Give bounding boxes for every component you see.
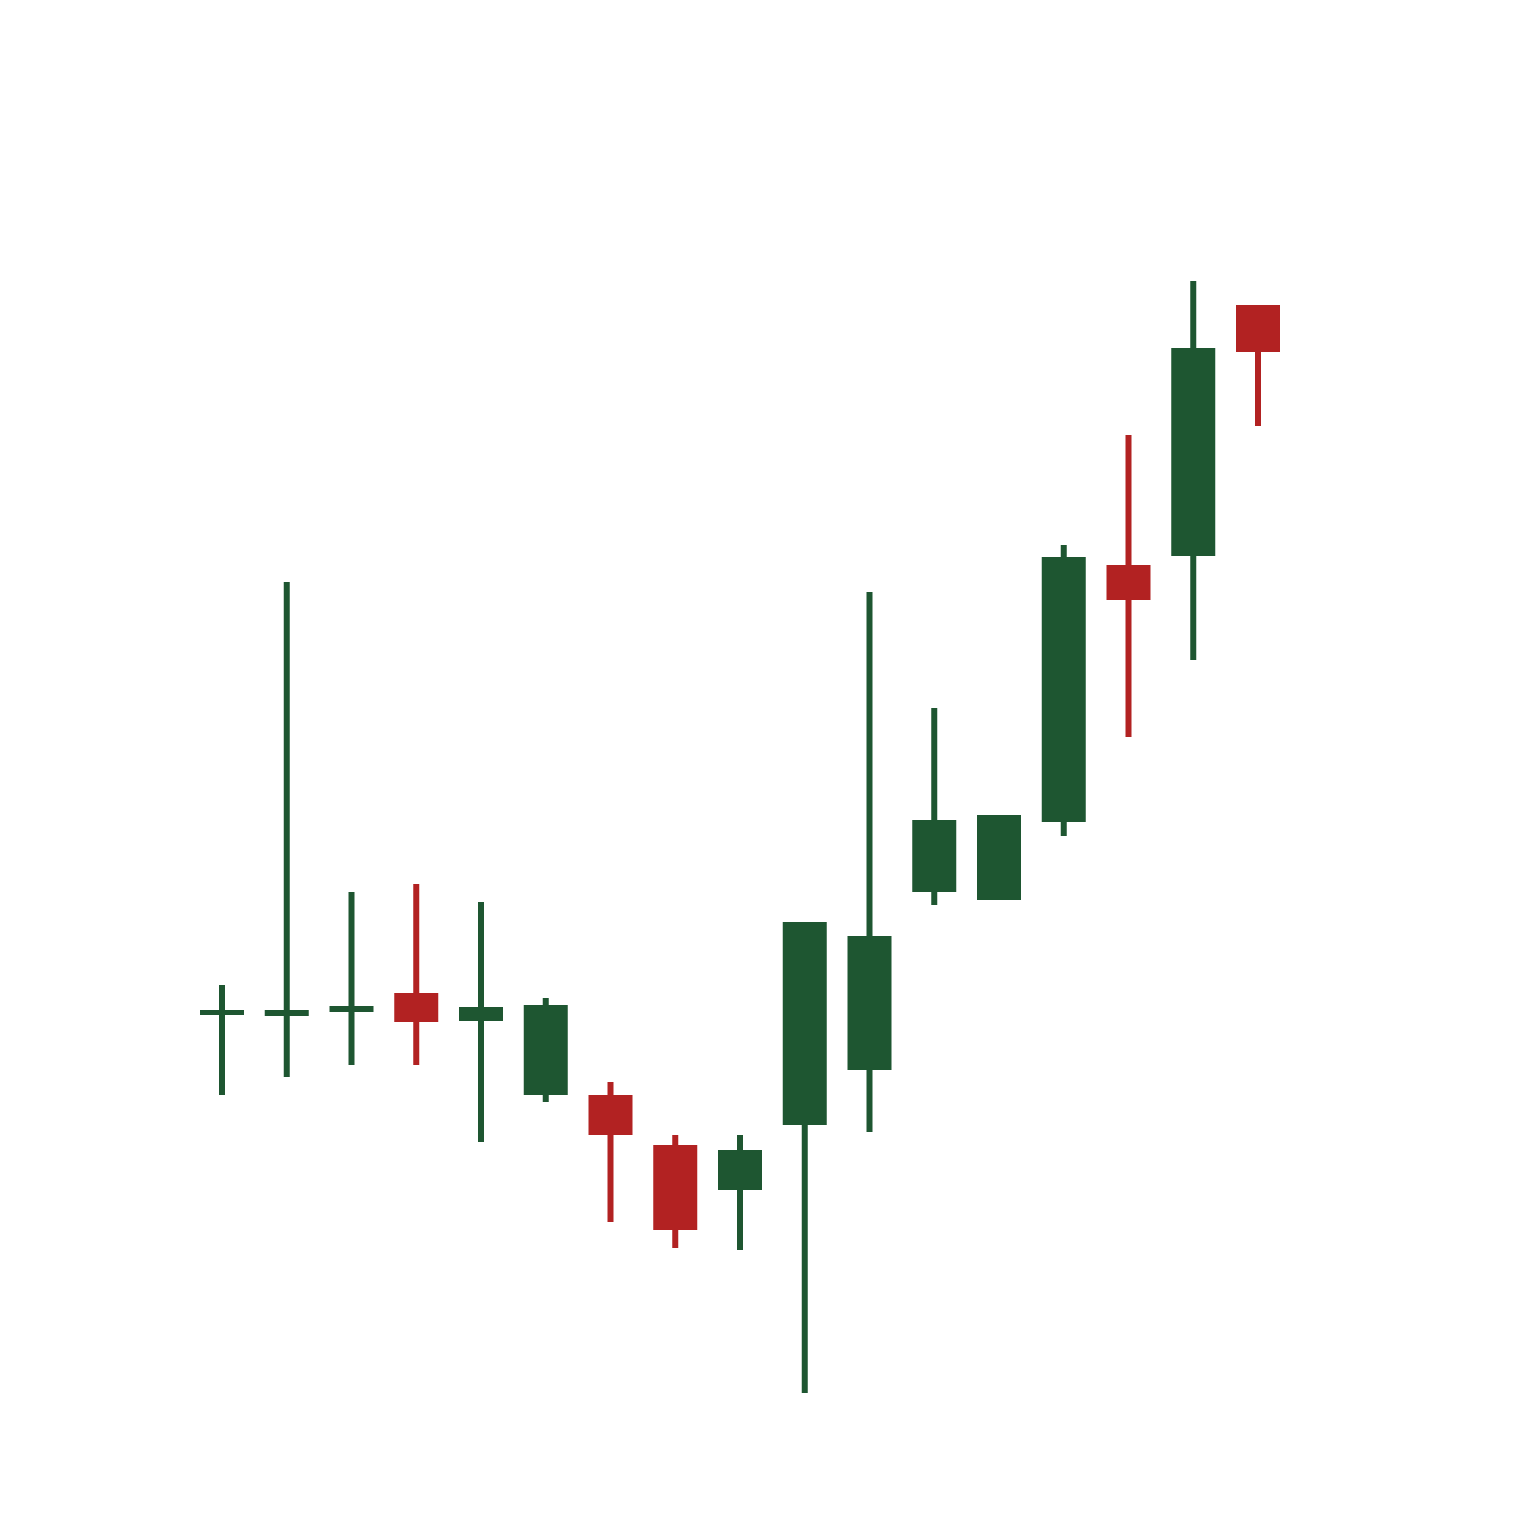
- candle-body: [718, 1150, 762, 1190]
- candle-body: [1041, 557, 1086, 822]
- candle-body: [912, 820, 957, 892]
- candle-body: [459, 1007, 503, 1021]
- candle-body: [782, 922, 827, 1125]
- candle-body: [264, 1010, 309, 1016]
- candle-body: [1106, 565, 1151, 600]
- candle-body: [523, 1005, 568, 1095]
- candle-body: [1171, 348, 1216, 556]
- candle-body: [847, 936, 892, 1070]
- candle-body: [200, 1010, 244, 1015]
- candle-body: [394, 993, 439, 1022]
- candle-body: [329, 1006, 374, 1012]
- candle-body: [977, 815, 1021, 900]
- candle-body: [588, 1095, 633, 1135]
- candle-body: [1236, 305, 1280, 352]
- candle-body: [653, 1145, 698, 1230]
